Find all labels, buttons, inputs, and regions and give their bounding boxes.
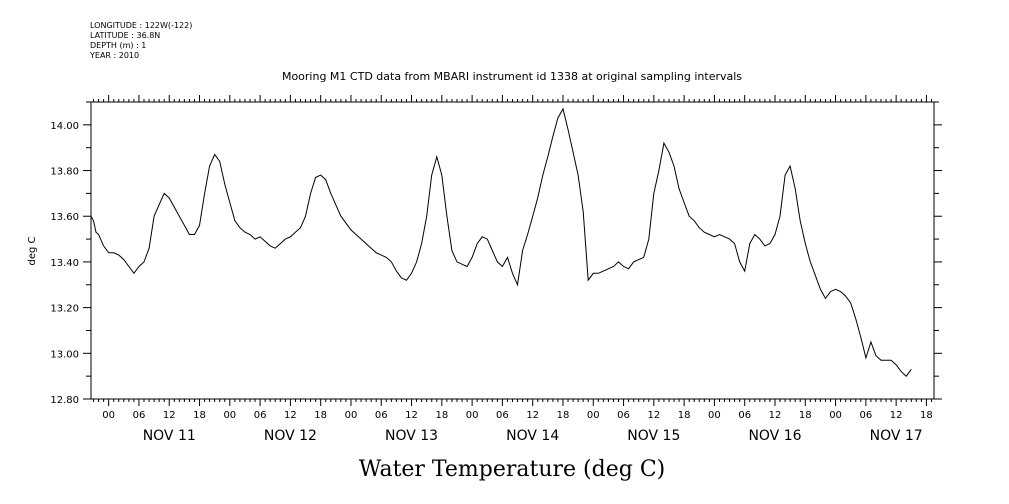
- y-tick-label: 13.20: [50, 304, 79, 315]
- x-tick-label: 18: [678, 410, 691, 421]
- x-tick-label: 00: [708, 410, 721, 421]
- x-tick-label: 00: [345, 410, 358, 421]
- x-tick-label: 00: [223, 410, 236, 421]
- day-label: NOV 14: [506, 428, 559, 444]
- day-label: NOV 17: [870, 428, 923, 444]
- x-tick-label: 12: [284, 410, 297, 421]
- x-tick-label: 12: [769, 410, 782, 421]
- y-tick-label: 12.80: [50, 395, 79, 406]
- day-label: NOV 15: [627, 428, 680, 444]
- x-tick-label: 12: [526, 410, 539, 421]
- x-tick-label: 18: [799, 410, 812, 421]
- x-tick-label: 00: [102, 410, 115, 421]
- metadata-block: LONGITUDE : 122W(-122) LATITUDE : 36.8N …: [90, 21, 192, 61]
- x-tick-label: 18: [920, 410, 933, 421]
- y-tick-label: 13.80: [50, 167, 79, 178]
- chart-title: Mooring M1 CTD data from MBARI instrumen…: [282, 70, 742, 83]
- x-tick-label: 06: [375, 410, 388, 421]
- y-tick-label: 14.00: [50, 121, 79, 132]
- y-tick-label: 13.40: [50, 258, 79, 269]
- y-axis-label: deg C: [27, 236, 38, 265]
- x-tick-label: 06: [133, 410, 146, 421]
- x-tick-label: 18: [435, 410, 448, 421]
- x-tick-label: 12: [163, 410, 176, 421]
- year-label: YEAR : 2010: [90, 51, 140, 60]
- x-tick-label: 00: [587, 410, 600, 421]
- series-line: [90, 107, 912, 377]
- x-tick-label: 12: [647, 410, 660, 421]
- latitude-label: LATITUDE : 36.8N: [90, 31, 161, 40]
- x-tick-label: 06: [254, 410, 267, 421]
- day-label: NOV 16: [748, 428, 801, 444]
- x-tick-label: 06: [738, 410, 751, 421]
- y-tick-label: 13.60: [50, 212, 79, 223]
- x-tick-label: 06: [496, 410, 509, 421]
- x-tick-label: 00: [466, 410, 479, 421]
- x-tick-label: 06: [617, 410, 630, 421]
- x-tick-label: 18: [557, 410, 570, 421]
- y-tick-label: 13.00: [50, 349, 79, 360]
- x-tick-label: 18: [193, 410, 206, 421]
- day-label: NOV 12: [264, 428, 317, 444]
- x-tick-label: 06: [859, 410, 872, 421]
- x-axis-label: Water Temperature (deg C): [359, 457, 666, 482]
- day-label: NOV 11: [143, 428, 196, 444]
- x-tick-label: 12: [405, 410, 418, 421]
- depth-label: DEPTH (m) : 1: [90, 41, 147, 50]
- x-tick-label: 18: [314, 410, 327, 421]
- day-label: NOV 13: [385, 428, 438, 444]
- x-tick-label: 00: [829, 410, 842, 421]
- longitude-label: LONGITUDE : 122W(-122): [90, 21, 193, 30]
- x-tick-label: 12: [890, 410, 903, 421]
